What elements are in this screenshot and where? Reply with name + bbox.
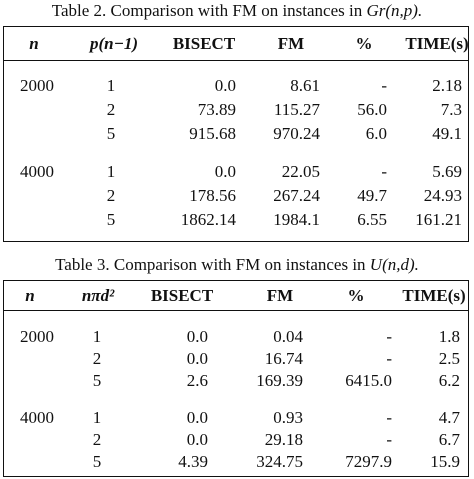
table3-cell: - [386, 349, 392, 368]
table2-cell: 0.0 [214, 76, 236, 95]
table2-cell: 49.1 [432, 124, 462, 143]
table3-top-rule [4, 280, 468, 281]
table2-header-4: % [355, 34, 373, 53]
table3-header-rule [4, 310, 468, 311]
table2-header-2: BISECT [172, 34, 236, 53]
table2-cell: 5.69 [432, 162, 462, 181]
table2-cell: 267.24 [273, 186, 320, 205]
table3-cell: 7297.9 [345, 452, 392, 471]
table3-caption: Table 3. Comparison with FM on instances… [0, 254, 474, 276]
table3-cell: 1.8 [438, 327, 460, 346]
table3-header-4: % [347, 286, 365, 305]
table2-cell: 161.21 [415, 210, 462, 229]
table3-header-3: FM [266, 286, 294, 305]
table2-cell: 6.55 [357, 210, 387, 229]
table2-cell: 5 [106, 124, 116, 143]
table3-header-0: n [25, 286, 35, 305]
table2-cell: 2 [106, 100, 116, 119]
table3-cell: 324.75 [256, 452, 303, 471]
table2-cell: 1 [106, 162, 116, 181]
table3-cell: 2 [92, 430, 102, 449]
table3-group-n: 2000 [20, 327, 54, 346]
table3-cell: 1 [92, 408, 102, 427]
table3-cell: 15.9 [430, 452, 460, 471]
table2-cell: 1984.1 [273, 210, 320, 229]
table2-cell: 49.7 [357, 186, 387, 205]
table3-group-n: 4000 [20, 408, 54, 427]
table2-cell: 5 [106, 210, 116, 229]
table3-header-5: TIME(s) [402, 286, 466, 305]
table3-cell: 169.39 [256, 371, 303, 390]
table3-cell: 4.7 [438, 408, 460, 427]
table2-cell: 6.0 [365, 124, 387, 143]
table3-header-1: nπd² [81, 286, 115, 305]
table3-cell: 4.39 [178, 452, 208, 471]
table2: n p(n−1) BISECT FM% TIME(s) 2000 1 0.0 8.61 - 2.18… [3, 26, 469, 242]
table2-cell: 2.18 [432, 76, 462, 95]
table2-header-0: n [29, 34, 39, 53]
table2-cell: 2 [106, 186, 116, 205]
table3-cell: 5 [92, 371, 102, 390]
table3: n nπd² BISECT FM% TIME(s) 2000 1 0.0 0.04 - 1.8 2 0.… [3, 280, 469, 477]
table2-cell: 56.0 [357, 100, 387, 119]
table3-cell: 0.0 [186, 430, 208, 449]
table3-header-2: BISECT [150, 286, 214, 305]
table3-caption-math: U(n,d). [369, 255, 419, 274]
table2-cell: 22.05 [281, 162, 320, 181]
table3-caption-text: Table 3. Comparison with FM on instances… [55, 255, 366, 274]
table2-group-n: 2000 [20, 76, 54, 95]
table3-cell: 2.6 [186, 371, 208, 390]
table2-cell: 115.27 [273, 100, 320, 119]
table2-cell: 73.89 [197, 100, 236, 119]
table2-caption-text: Table 2. Comparison with FM on instances… [51, 1, 363, 20]
table3-cell: 0.0 [186, 327, 208, 346]
table2-cell: 0.0 [214, 162, 236, 181]
table2-header-5: TIME(s) [405, 34, 469, 53]
table3-cell: 6.2 [438, 371, 460, 390]
table2-cell: 8.61 [290, 76, 320, 95]
table2-cell: 1862.14 [180, 210, 236, 229]
table3-cell: 0.93 [273, 408, 303, 427]
table2-cell: 24.93 [423, 186, 462, 205]
table3-cell: 5 [92, 452, 102, 471]
table2-cell: 915.68 [189, 124, 236, 143]
table3-cell: 0.0 [186, 349, 208, 368]
table2-cell: 7.3 [440, 100, 462, 119]
table2-header-rule [4, 60, 468, 61]
table3-cell: 6415.0 [345, 371, 392, 390]
table3-cell: 16.74 [264, 349, 303, 368]
table2-header-3: FM [277, 34, 305, 53]
table2-cell: 178.56 [189, 186, 236, 205]
table2-cell: - [381, 162, 387, 181]
table3-cell: 6.7 [438, 430, 460, 449]
table3-cell: - [386, 408, 392, 427]
table2-header-1: p(n−1) [89, 34, 139, 53]
table3-cell: - [386, 327, 392, 346]
table3-cell: - [386, 430, 392, 449]
table3-cell: 2 [92, 349, 102, 368]
table3-cell: 1 [92, 327, 102, 346]
table3-cell: 0.04 [273, 327, 303, 346]
table2-group-n: 4000 [20, 162, 54, 181]
table2-cell: 970.24 [273, 124, 320, 143]
table2-caption-math: Gr(n,p). [366, 1, 423, 20]
table3-cell: 2.5 [438, 349, 460, 368]
table3-cell: 0.0 [186, 408, 208, 427]
table2-cell: 1 [106, 76, 116, 95]
table2-caption: Table 2. Comparison with FM on instances… [0, 0, 474, 22]
table2-top-rule [4, 26, 468, 27]
table3-cell: 29.18 [264, 430, 303, 449]
table2-cell: - [381, 76, 387, 95]
